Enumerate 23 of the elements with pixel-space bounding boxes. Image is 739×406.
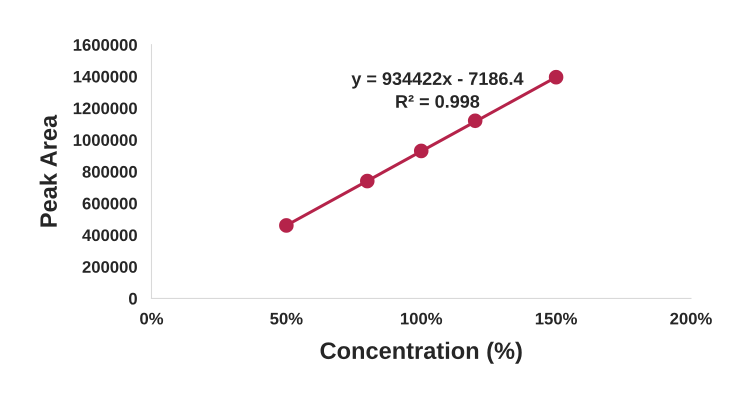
x-tick-label: 0% bbox=[140, 312, 164, 325]
annotation: R² = 0.998 bbox=[396, 95, 480, 108]
y-tick-label: 0 bbox=[128, 292, 137, 305]
x-tick-label: 200% bbox=[670, 312, 712, 325]
x-tick-label: 50% bbox=[270, 312, 303, 325]
y-tick-label: 1200000 bbox=[74, 102, 137, 114]
annotation: y = 934422x - 7186.4 bbox=[351, 72, 524, 89]
y-tick-label: 1400000 bbox=[74, 70, 137, 83]
point bbox=[279, 218, 294, 233]
point bbox=[468, 114, 482, 128]
y-tick-label: 600000 bbox=[82, 198, 137, 210]
y-tick-label: 400000 bbox=[82, 229, 137, 242]
point bbox=[548, 70, 564, 84]
y-tick-label: 1000000 bbox=[74, 134, 137, 146]
x-tick-label: 150% bbox=[536, 312, 577, 325]
y-tick-label: 200000 bbox=[82, 261, 137, 273]
x-tick-label: 100% bbox=[400, 312, 442, 325]
y-tick-label: 1600000 bbox=[74, 39, 137, 51]
point bbox=[360, 174, 375, 188]
point bbox=[414, 144, 429, 158]
x-axis-title: Concentration (%) bbox=[320, 342, 522, 364]
y-tick-label: 800000 bbox=[82, 166, 137, 178]
y-axis-title: Peak Area bbox=[40, 114, 57, 227]
